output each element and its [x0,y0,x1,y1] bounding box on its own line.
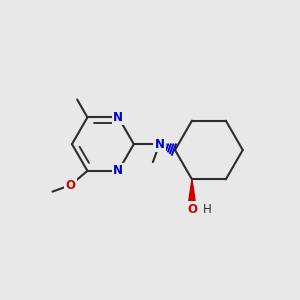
Text: H: H [203,203,212,216]
Polygon shape [189,179,195,201]
Text: N: N [154,138,164,151]
Text: N: N [113,111,123,124]
Text: O: O [65,178,76,192]
Text: N: N [113,164,123,177]
Text: O: O [187,203,197,216]
